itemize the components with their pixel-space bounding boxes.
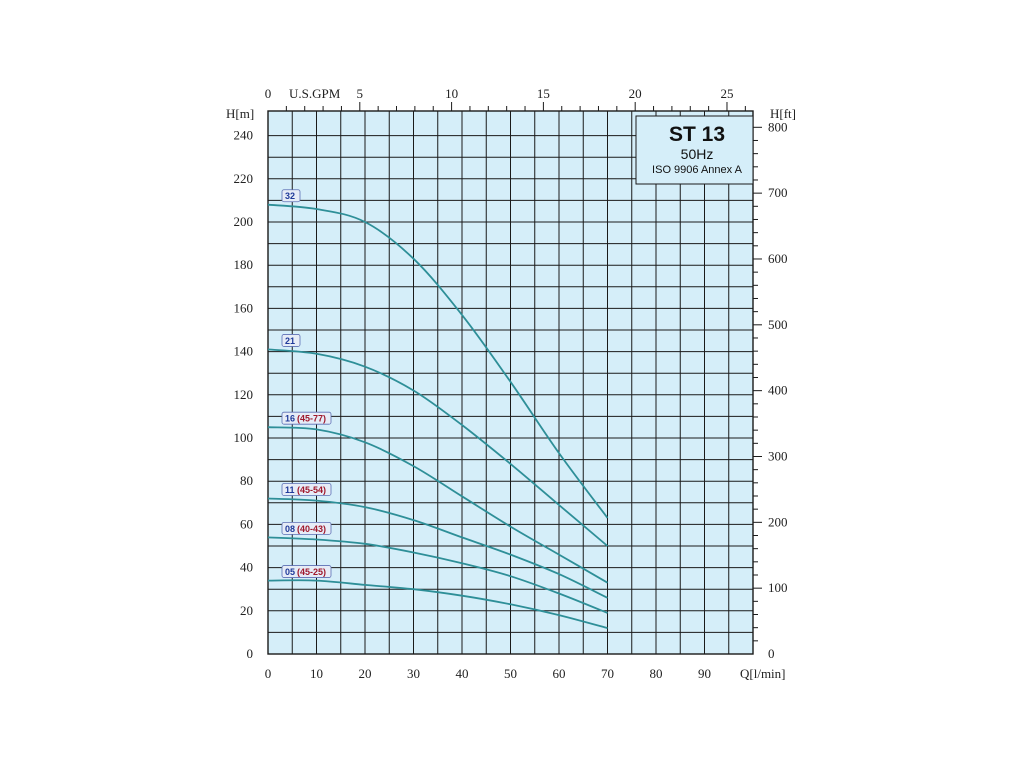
x-tick-label: 20 [359, 666, 372, 681]
y-tick-label: 100 [234, 430, 254, 445]
y-tick-label: 160 [234, 300, 254, 315]
curve-label-range: (40-43) [297, 524, 326, 534]
x-tick-label: 10 [310, 666, 323, 681]
curve-label-range: (45-54) [297, 485, 326, 495]
x2-tick-label: 25 [720, 86, 733, 101]
x2-tick-label: 5 [357, 86, 364, 101]
curve-label-32: 32 [281, 189, 301, 203]
x-tick-label: 60 [553, 666, 566, 681]
y-tick-label: 140 [234, 344, 254, 359]
curve-label-number: 21 [285, 336, 295, 346]
curve-label-number: 08 [285, 524, 295, 534]
curve-label-box [281, 521, 332, 535]
series-line-11 [267, 497, 608, 599]
y-tick-label: 120 [234, 387, 254, 402]
y-axis-label: H[m] [226, 106, 254, 121]
x-tick-label: 40 [456, 666, 469, 681]
y-tick-label: 220 [234, 171, 254, 186]
chart-standard: ISO 9906 Annex A [652, 164, 743, 176]
curve-label-21: 21 [281, 334, 301, 347]
chart-subtitle: 50Hz [681, 146, 714, 162]
curve-label-number: 32 [285, 191, 295, 201]
y2-tick-label: 600 [768, 251, 788, 266]
x-tick-label: 30 [407, 666, 420, 681]
series-group [267, 203, 609, 629]
series-line-16 [267, 426, 608, 584]
curve-label-number: 16 [285, 414, 295, 424]
y2-tick-label: 200 [768, 514, 788, 529]
x2-tick-label: 20 [629, 86, 642, 101]
series-line-08 [267, 536, 608, 614]
x-tick-label: 0 [265, 666, 272, 681]
y-tick-label: 60 [240, 516, 253, 531]
plot-border [267, 110, 754, 655]
title-box-frame [635, 115, 754, 185]
chart-title: ST 13 [669, 123, 725, 146]
curve-label-box [281, 565, 332, 578]
y2-tick-label: 100 [768, 580, 788, 595]
x-tick-label: 50 [504, 666, 517, 681]
series-line-05 [267, 579, 608, 629]
y2-tick-label: 400 [768, 383, 788, 398]
title-box: ST 13 50Hz ISO 9906 Annex A [635, 115, 754, 185]
x2-tick-label: 10 [445, 86, 458, 101]
y2-tick-label: 0 [768, 646, 775, 661]
curve-label-number: 05 [285, 567, 295, 577]
curve-label-range: (45-25) [297, 567, 326, 577]
curve-label-05: 05 (45-25) [281, 565, 332, 578]
curve-label-box [281, 483, 332, 496]
curve-label-range: (45-77) [297, 414, 326, 424]
x2-tick-label: 0 [265, 86, 272, 101]
x-tick-label: 80 [650, 666, 663, 681]
curve-label-08: 08 (40-43) [281, 521, 332, 535]
series-line-32 [267, 203, 609, 519]
y-tick-label: 80 [240, 473, 253, 488]
axes: 0 10 20 30 40 50 60 70 80 90020406080100120140160… [234, 86, 788, 681]
y-tick-label: 200 [234, 214, 254, 229]
curve-label-box [281, 411, 332, 425]
curve-label-number: 11 [285, 485, 295, 495]
y2-axis-label: H[ft] [770, 106, 796, 121]
curve-label-box [281, 189, 301, 203]
y2-tick-label: 800 [768, 119, 788, 134]
x2-tick-label: 15 [537, 86, 550, 101]
y-tick-label: 240 [234, 128, 254, 143]
curve-label-16: 16 (45-77) [281, 411, 332, 425]
y2-tick-label: 300 [768, 448, 788, 463]
y-tick-label: 20 [240, 603, 253, 618]
y2-tick-label: 500 [768, 317, 788, 332]
series-line-21 [267, 348, 609, 547]
y-tick-label: 40 [240, 560, 253, 575]
y-tick-label: 0 [247, 646, 254, 661]
x-tick-label: 90 [698, 666, 711, 681]
curve-labels: 32 21 16 (45-77) 11 (45-54) 08 (40-43) 05 (45-25) [281, 189, 332, 578]
y2-tick-label: 700 [768, 185, 788, 200]
x-tick-label: 70 [601, 666, 614, 681]
x-axis-label: Q[l/min] [740, 666, 786, 681]
curve-label-box [281, 334, 301, 347]
y-tick-label: 180 [234, 257, 254, 272]
curve-label-11: 11 (45-54) [281, 483, 332, 496]
x2-axis-label: U.S.GPM [289, 86, 341, 101]
